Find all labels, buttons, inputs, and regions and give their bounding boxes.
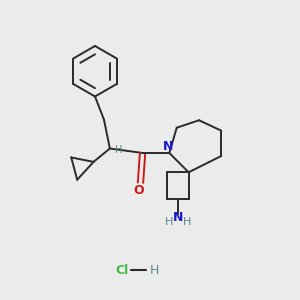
Text: O: O <box>134 184 144 196</box>
Text: H: H <box>165 217 173 227</box>
Text: N: N <box>173 211 183 224</box>
Text: H: H <box>115 145 122 155</box>
Text: Cl: Cl <box>115 264 128 277</box>
Text: N: N <box>163 140 173 153</box>
Text: H: H <box>150 264 159 277</box>
Text: H: H <box>183 217 191 227</box>
